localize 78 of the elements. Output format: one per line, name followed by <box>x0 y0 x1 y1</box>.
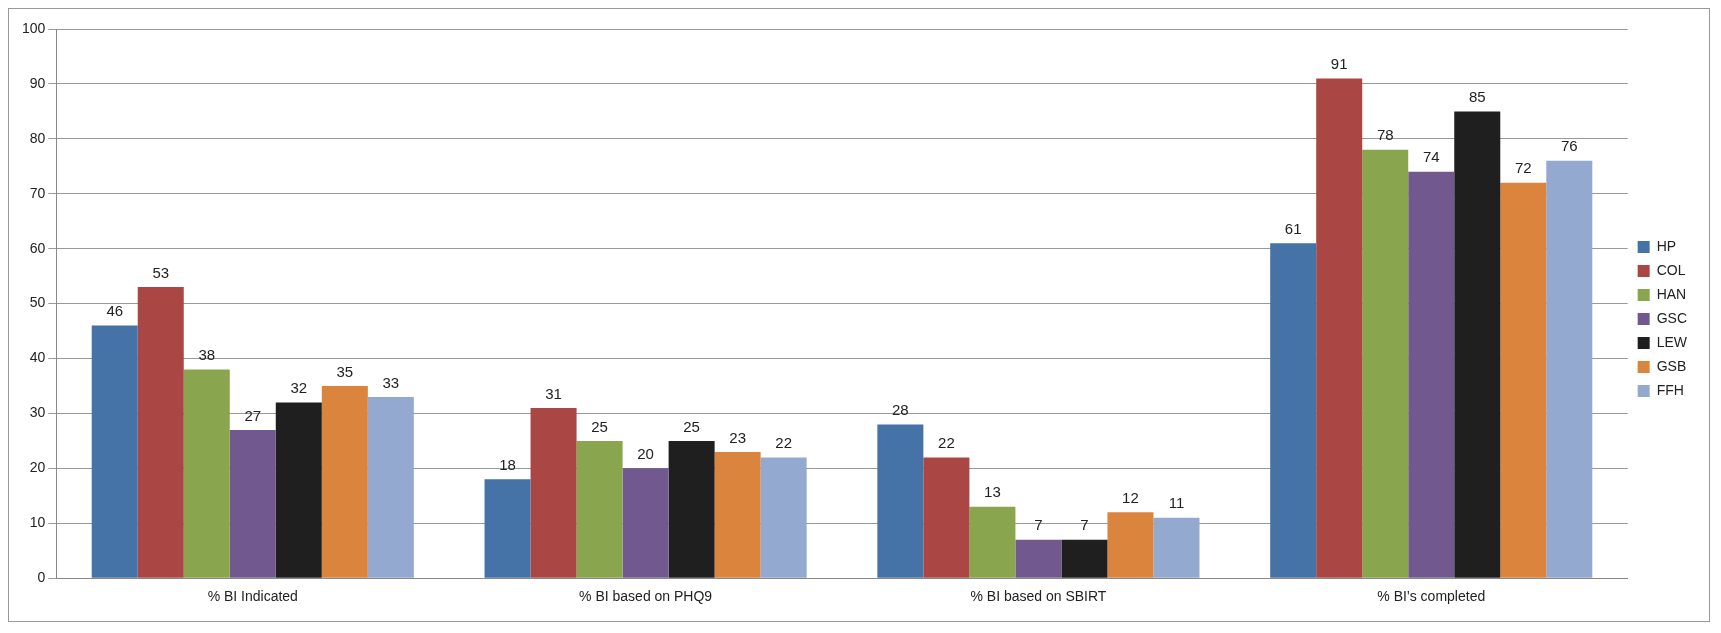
data-label: 76 <box>1560 137 1578 155</box>
data-label: 28 <box>892 401 909 419</box>
data-label: 85 <box>1468 88 1486 106</box>
data-label: 46 <box>106 302 124 320</box>
x-tick-label: % BI based on PHQ9 <box>579 588 713 605</box>
bar <box>1270 243 1317 578</box>
bar <box>877 424 924 578</box>
bar <box>137 287 184 578</box>
bar <box>622 468 669 578</box>
data-label: 32 <box>290 379 308 397</box>
data-label: 7 <box>1034 516 1043 534</box>
data-label: 61 <box>1284 219 1302 237</box>
y-tick-label: 70 <box>29 184 46 201</box>
bar <box>1316 78 1363 578</box>
data-label: 74 <box>1422 148 1440 166</box>
data-label: 13 <box>984 483 1001 501</box>
bar <box>183 369 230 578</box>
legend-label: GSC <box>1656 309 1688 326</box>
y-tick-label: 100 <box>22 19 46 36</box>
data-label: 22 <box>775 434 792 452</box>
bar <box>91 325 138 578</box>
data-label: 25 <box>683 417 700 435</box>
data-label: 12 <box>1122 488 1139 506</box>
bar <box>367 396 414 578</box>
bar <box>1408 171 1455 578</box>
bar <box>1500 182 1547 578</box>
bar <box>1454 111 1501 578</box>
bar <box>668 440 715 578</box>
bar <box>1153 517 1200 578</box>
bar <box>229 429 276 578</box>
data-label: 72 <box>1514 159 1532 177</box>
legend-label: HP <box>1656 237 1677 254</box>
x-tick-label: % BI based on SBIRT <box>970 588 1107 605</box>
data-label: 7 <box>1080 516 1089 534</box>
bar <box>1061 539 1108 578</box>
legend-label: LEW <box>1656 333 1688 350</box>
data-label: 33 <box>382 373 400 391</box>
data-label: 20 <box>637 445 654 462</box>
bar <box>484 479 531 578</box>
data-label: 25 <box>591 417 608 435</box>
y-tick-label: 90 <box>29 74 46 91</box>
legend-label: HAN <box>1656 285 1687 302</box>
data-label: 35 <box>336 362 354 380</box>
bar <box>530 407 577 578</box>
data-label: 27 <box>244 406 262 424</box>
y-tick-label: 10 <box>29 514 46 531</box>
bar <box>760 457 807 578</box>
data-label: 91 <box>1330 55 1348 73</box>
y-tick-label: 80 <box>29 129 46 146</box>
x-tick-label: % BI’s completed <box>1377 588 1486 605</box>
bar <box>714 451 761 578</box>
bar <box>1362 149 1409 578</box>
bar <box>576 440 623 578</box>
y-tick-label: 30 <box>29 404 46 421</box>
data-label: 23 <box>729 428 746 446</box>
y-tick-label: 60 <box>29 239 46 256</box>
data-label: 38 <box>198 346 216 364</box>
data-label: 22 <box>938 434 955 452</box>
legend-label: COL <box>1656 261 1686 278</box>
data-label: 18 <box>499 455 516 473</box>
bar <box>1546 160 1593 578</box>
y-tick-label: 0 <box>37 569 46 586</box>
y-tick-label: 20 <box>29 459 46 476</box>
x-tick-label: % BI Indicated <box>207 588 298 605</box>
y-tick-label: 40 <box>29 349 46 366</box>
data-label: 31 <box>545 384 562 402</box>
bar <box>923 457 970 578</box>
data-label: 53 <box>152 263 170 281</box>
bar <box>1107 512 1154 578</box>
legend-label: FFH <box>1656 381 1684 398</box>
bar <box>275 402 322 578</box>
y-tick-label: 50 <box>29 294 46 311</box>
data-label: 11 <box>1168 494 1185 512</box>
legend-label: GSB <box>1656 357 1687 374</box>
bar <box>1015 539 1062 578</box>
bar <box>969 506 1016 578</box>
data-label: 78 <box>1376 126 1394 144</box>
bar <box>321 385 368 578</box>
